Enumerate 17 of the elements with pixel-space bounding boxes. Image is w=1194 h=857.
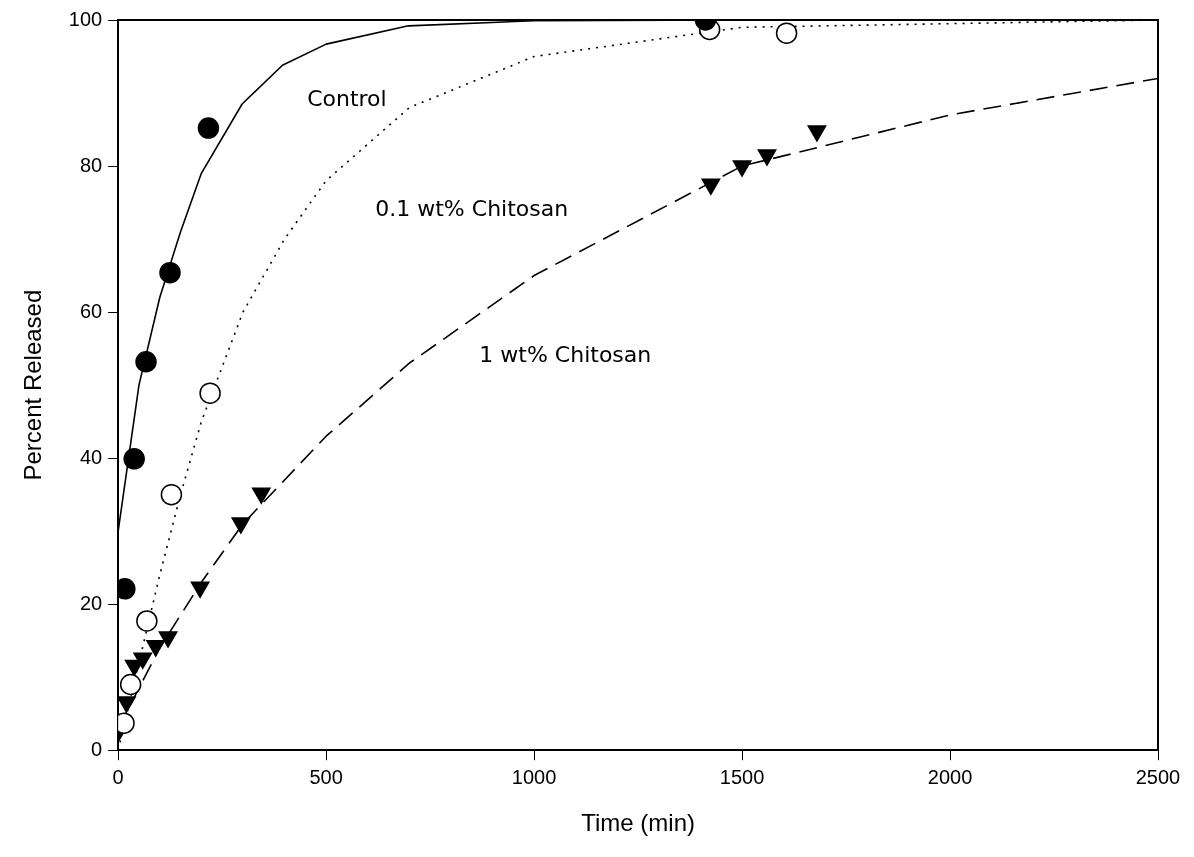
y-tick-label: 60 <box>79 299 103 322</box>
x-tick-label: 1000 <box>511 765 557 788</box>
y-tick-label: 100 <box>68 7 103 30</box>
y-axis-title: Percent Released <box>19 289 47 481</box>
y-tick-label: 20 <box>79 591 103 614</box>
y-tick-label: 80 <box>79 153 103 176</box>
y-tick-label: 0 <box>91 737 103 760</box>
annotation: 0.1 wt% Chitosan <box>375 195 569 221</box>
x-axis-title: Time (min) <box>581 809 695 837</box>
x-tick-label: 500 <box>309 765 343 788</box>
x-tick-label: 2000 <box>927 765 973 788</box>
y-tick-label: 40 <box>79 445 103 468</box>
x-tick-label: 0 <box>112 765 124 788</box>
x-tick-label: 2500 <box>1135 765 1181 788</box>
annotation: Control <box>307 86 387 112</box>
x-tick-label: 1500 <box>719 765 765 788</box>
annotation: 1 wt% Chitosan <box>479 341 652 367</box>
